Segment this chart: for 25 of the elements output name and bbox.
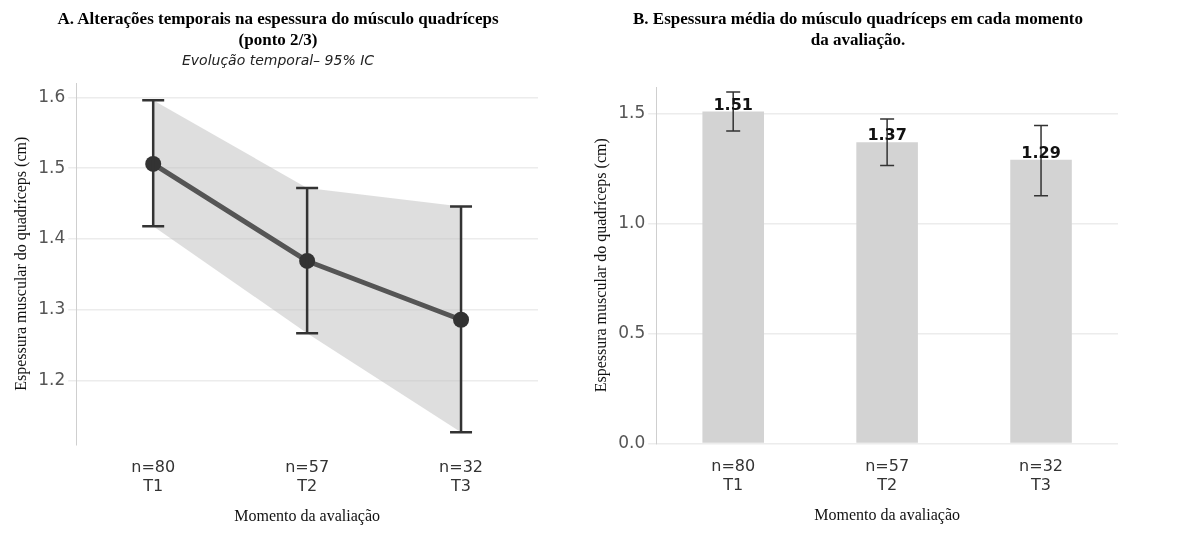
- y-tick-label: 1.0: [618, 211, 646, 232]
- y-tick-label: 1.2: [38, 369, 66, 390]
- x-tick-label: n=57 T2: [285, 457, 330, 496]
- x-tick-label: n=57 T2: [865, 456, 910, 495]
- x-tick-label: n=32 T3: [439, 457, 483, 496]
- x-tick-label: n=32 T3: [1019, 456, 1063, 495]
- chart-title: B. Espessura média do músculo quadríceps em cada momento da avaliação.: [631, 8, 1085, 50]
- y-tick-label: 1.5: [618, 102, 646, 123]
- bar: [702, 111, 764, 443]
- y-tick-label: 1.3: [38, 298, 66, 319]
- y-tick-label: 1.6: [38, 85, 66, 106]
- y-tick-label: 0.5: [618, 321, 646, 342]
- y-axis-title: Espessura muscular do quadríceps (cm): [591, 138, 610, 393]
- y-tick-label: 0.0: [618, 431, 646, 452]
- y-tick-label: 1.5: [38, 156, 66, 177]
- x-axis-title: Momento da avaliação: [814, 505, 960, 524]
- x-axis-title: Momento da avaliação: [234, 506, 380, 525]
- y-axis-title: Espessura muscular do quadríceps (cm): [11, 136, 30, 391]
- y-tick-label: 1.4: [38, 227, 66, 248]
- x-tick-label: n=80 T1: [711, 456, 756, 495]
- chart-title: A. Alterações temporais na espessura do músculo quadríceps (ponto 2/3): [56, 8, 500, 50]
- chart-subtitle: Evolução temporal– 95% IC: [181, 52, 375, 68]
- bar: [856, 142, 918, 443]
- x-tick-label: n=80 T1: [131, 457, 176, 496]
- bar: [1010, 159, 1072, 443]
